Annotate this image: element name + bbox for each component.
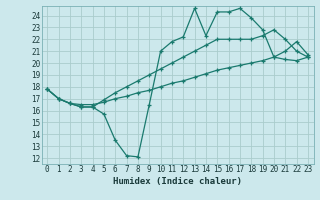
- X-axis label: Humidex (Indice chaleur): Humidex (Indice chaleur): [113, 177, 242, 186]
